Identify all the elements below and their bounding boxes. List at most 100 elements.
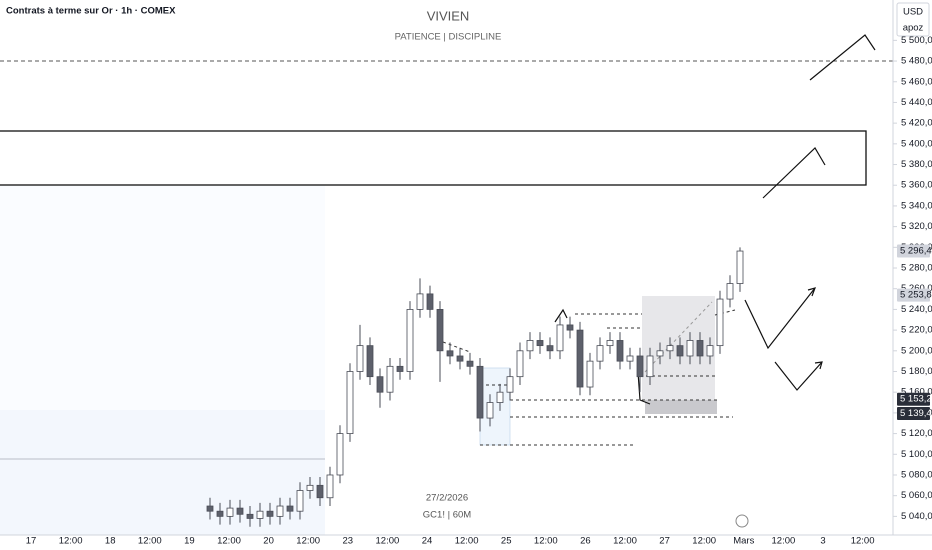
x-tick-label: 18 [105,536,116,547]
candle-body [606,340,614,347]
candle-body [726,283,734,300]
candle-body [296,490,304,512]
y-tick-label: 5 220,0 [901,325,932,336]
y-tick-label: 5 100,0 [901,449,932,460]
x-tick-label: 19 [184,536,195,547]
candle-body [206,505,214,512]
candle-body [626,355,634,362]
currency-box[interactable] [896,2,930,37]
x-tick-label: 12:00 [772,536,796,547]
symbol-note: GC1! | 60M [423,510,471,521]
scale-note[interactable]: apoz [903,23,924,34]
x-tick-label: 26 [580,536,591,547]
x-tick-label: Mars [733,536,754,547]
candle-body [736,250,744,284]
candle-body [636,355,644,378]
candle-body [666,345,674,352]
candle-body [316,484,324,499]
candle-body [596,345,604,362]
session-band [0,410,325,535]
scenario-arrows [554,34,876,405]
candle-body [236,507,244,515]
candle-body [506,376,514,393]
x-tick-label: 12:00 [455,536,479,547]
candle-body [346,371,354,434]
y-tick-label: 5 360,0 [901,180,932,191]
candle-body [266,510,274,517]
y-tick-label: 5 400,0 [901,138,932,149]
session-band [0,185,325,410]
y-tick-label: 5 320,0 [901,221,932,232]
candle-body [376,376,384,393]
candle-body [286,505,294,512]
y-tick-label: 5 480,0 [901,56,932,67]
candle-body [536,340,544,347]
candle-body [646,355,654,378]
x-tick-label: 12:00 [296,536,320,547]
x-tick-label: 12:00 [376,536,400,547]
candle-body [306,484,314,491]
x-tick-label: 12:00 [217,536,241,547]
candle-body [576,329,584,388]
candle-body [446,350,454,357]
y-tick-label: 5 120,0 [901,428,932,439]
candles [206,247,744,527]
candle-body [406,309,414,372]
projection [644,301,713,373]
x-tick-label: 12:00 [59,536,83,547]
candle-body [566,324,574,331]
candle-body [676,345,684,357]
x-tick-label: 17 [26,536,37,547]
supply-zone [0,130,867,186]
candle-body [516,350,524,378]
subtitle: PATIENCE | DISCIPLINE [395,32,502,43]
y-tick-label: 5 460,0 [901,76,932,87]
candle-body [256,510,264,519]
x-tick-label: 12:00 [613,536,637,547]
x-tick-label: 24 [422,536,433,547]
candle-body [356,345,364,372]
candle-body [466,360,474,367]
demand-box [645,400,717,414]
candle-body [496,391,504,403]
price-tag [897,407,930,421]
y-tick-label: 5 280,0 [901,263,932,274]
candle-body [366,345,374,378]
candle-body [526,340,534,352]
x-tick-label: 12:00 [851,536,875,547]
replay-icon[interactable] [735,514,749,528]
candle-body [216,510,224,517]
y-tick-label: 5 040,0 [901,511,932,522]
candle-body [276,505,284,517]
candle-body [456,355,464,362]
candle-body [696,340,704,357]
y-tick-label: 5 500,0 [901,35,932,46]
y-tick-label: 5 340,0 [901,200,932,211]
price-tag [897,244,930,258]
x-tick-label: 25 [501,536,512,547]
header: Contrats à terme sur Or · 1h · COMEX [6,6,176,17]
x-tick-label: 27 [659,536,670,547]
price-tag-label: 5 296,4 [900,246,932,257]
candle-body [246,513,254,519]
candle-body [486,402,494,419]
candle-body [706,345,714,357]
candle-body [416,293,424,310]
candle-body [616,340,624,362]
y-tick-label: 5 080,0 [901,469,932,480]
y-tick-label: 5 420,0 [901,118,932,129]
candle-body [556,324,564,352]
candle-body [686,340,694,357]
y-tick-label: 5 180,0 [901,366,932,377]
y-tick-label: 5 160,0 [901,387,932,398]
y-tick-label: 5 380,0 [901,159,932,170]
x-tick-label: 12:00 [138,536,162,547]
candle-body [476,365,484,419]
x-tick-label: 12:00 [534,536,558,547]
price-tag-label: 5 153,2 [900,394,932,405]
candle-body [386,365,394,393]
price-tag [897,288,930,302]
currency[interactable]: USD [903,7,923,18]
y-tick-label: 5 240,0 [901,304,932,315]
